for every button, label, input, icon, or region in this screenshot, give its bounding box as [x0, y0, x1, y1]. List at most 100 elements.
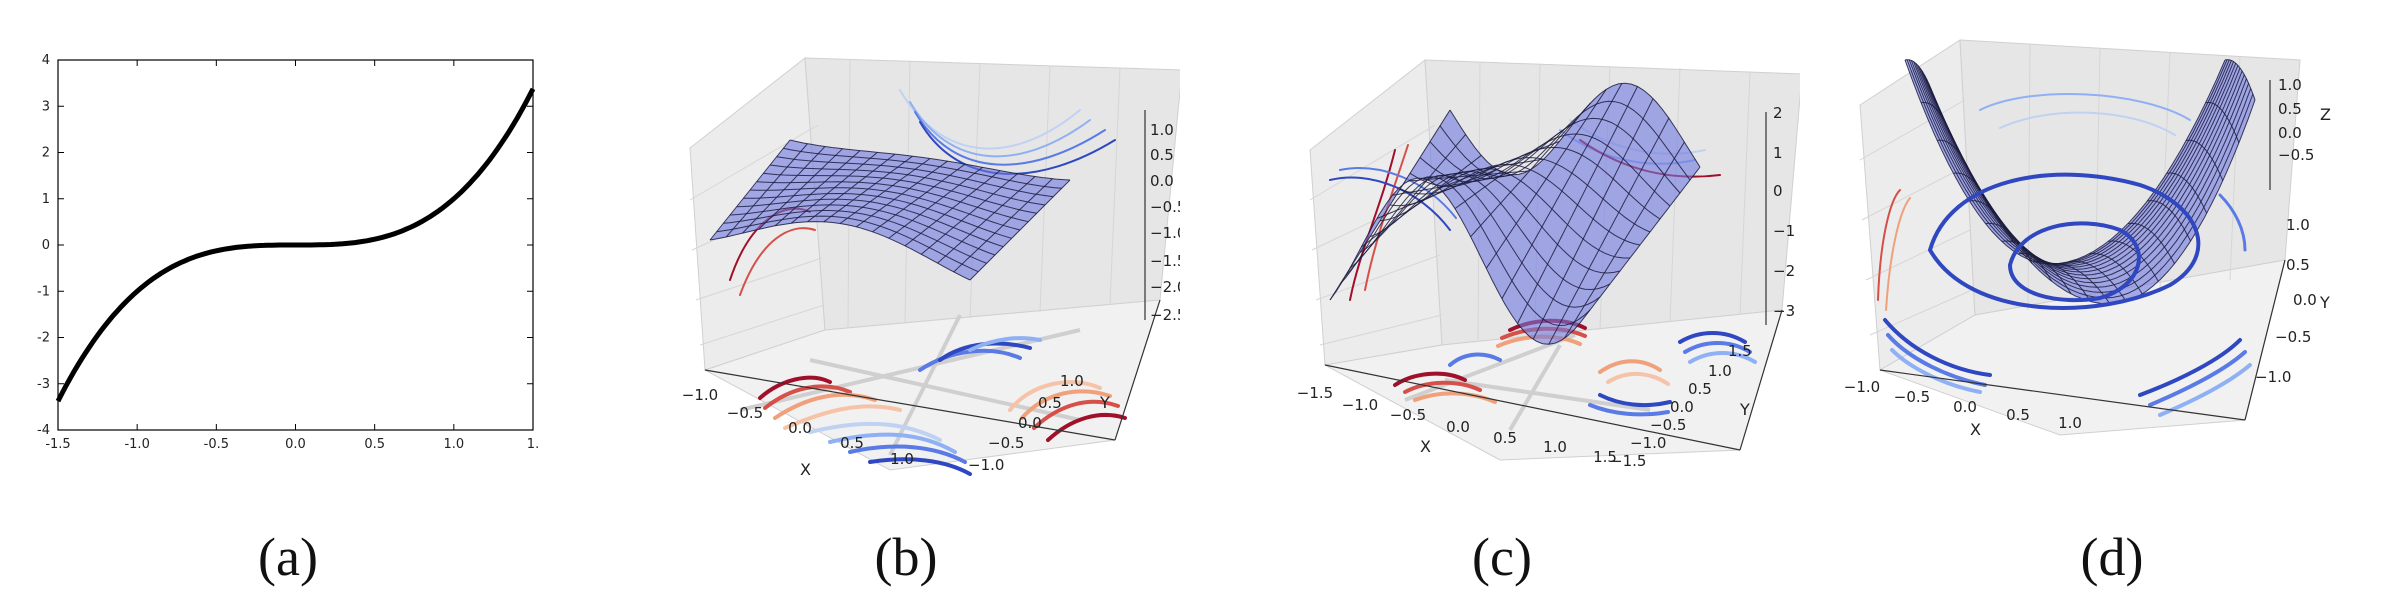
pane-grid-line [1319, 314, 1443, 346]
z-tick-label: 0.5 [1150, 146, 1174, 164]
contour-line-front [1927, 172, 2201, 310]
z-tick-label: 0 [1773, 182, 1783, 200]
panel-d: −1.0 −0.5 0.0 0.5 1.0 1.0 0.5 0.0 −0.5 −1.0 1.0 0.5… [1800, 0, 2406, 608]
surface-mesh-line [1919, 67, 2241, 273]
panel-c: −1.5 −1.0 −0.5 0.0 0.5 1.0 1.5 −1.5 −1.0 −0.5 0.0 0… [1180, 0, 1800, 608]
y-tick-label: 0.5 [2286, 256, 2310, 274]
contour-line [1032, 399, 1120, 430]
surface-mesh-line [729, 204, 996, 256]
x-tick-label: 1.0 [890, 450, 914, 468]
x-tick-label: −1.5 [1297, 384, 1333, 402]
x-tick-label: −1.0 [1342, 396, 1378, 414]
contour-line-front [2007, 221, 2141, 303]
floor-contour-axis [1508, 343, 1562, 432]
z-tick-label: 2 [1773, 104, 1783, 122]
y-tick-label: −1.0 [968, 456, 1004, 474]
surface-patch [1330, 83, 1700, 345]
contour-line [739, 227, 816, 296]
floor-contour-axis [739, 328, 1081, 412]
surface-mesh-line [776, 156, 1054, 198]
axis-line [1324, 364, 1741, 451]
contour-line [763, 384, 852, 410]
y-tick-label: −1.0 [2255, 368, 2291, 386]
z-tick-label: −1.5 [1150, 252, 1180, 270]
contour-line [2138, 338, 2242, 397]
pane-grid-line [1865, 229, 1971, 281]
z-tick-label: −3 [1773, 302, 1795, 320]
y-tick-label: 0.5 [1688, 380, 1712, 398]
contour-line [1883, 318, 1992, 377]
contour-line [758, 375, 832, 400]
y-tick-label: 0.0 [1670, 398, 1694, 416]
contour-line [1329, 176, 1451, 231]
z-tick-label: −1.0 [1150, 224, 1180, 242]
pane-grid-line [1109, 67, 1121, 306]
contour-line [1606, 371, 1670, 386]
contour-line [914, 111, 1106, 166]
y-tick-label: -4 [37, 423, 50, 438]
x-tick-label: 0.0 [1446, 418, 1470, 436]
x-tick-label: -0.5 [204, 437, 229, 452]
x-tick-label: -1.5 [45, 437, 70, 452]
contour-line [1688, 351, 1757, 364]
surface-mesh-line [789, 139, 1071, 181]
z-axis-label: Z [2320, 105, 2331, 124]
surface-mesh-line [769, 164, 1046, 206]
z-tick-label: 1.0 [2278, 76, 2302, 94]
contour-line [1008, 380, 1102, 412]
x-tick-label: 0.0 [1953, 398, 1977, 416]
contour-line [868, 457, 972, 476]
x-tick-label: 0.0 [788, 419, 812, 437]
y-tick-label: −0.5 [1650, 416, 1686, 434]
contour-line [2148, 350, 2247, 407]
y-tick-label: −1.5 [1610, 452, 1646, 470]
pane-grid-line [1315, 254, 1441, 301]
surface-mesh-line [749, 187, 1021, 231]
y-axis-label: Y [1099, 393, 1110, 412]
pane-grid-line [1859, 99, 1966, 161]
z-tick-label: −0.5 [2278, 146, 2314, 164]
surface-mesh-line [1439, 100, 1691, 181]
contour-line [1598, 393, 1672, 408]
contour-line [1403, 380, 1482, 394]
surface-mesh-line [723, 210, 987, 264]
axis-line [1879, 369, 2246, 421]
contour-line [783, 404, 902, 430]
surface-mesh-line [709, 221, 971, 281]
y-tick-label: 0.5 [1038, 394, 1062, 412]
x-tick-label: 0.5 [1493, 429, 1517, 447]
surface-mesh-line [1349, 174, 1601, 308]
surface-mesh-line [716, 215, 979, 273]
y-tick-label: -1 [37, 284, 50, 299]
x-tick-label: 1.5 [1593, 448, 1617, 466]
surface-mesh-line [1419, 133, 1671, 207]
y-tick-label: 1.0 [1060, 372, 1084, 390]
x-tick-label: 1.0 [1543, 438, 1567, 456]
floor-contour-axis [1404, 333, 1576, 402]
surface-mesh-line [736, 198, 1004, 248]
contour-line [1448, 352, 1502, 367]
panel-b: −1.0 −0.5 0.0 0.5 1.0 −1.0 −0.5 0.0 0.5 1.0 1.0 0.5… [560, 0, 1180, 608]
surface-mesh-line [1389, 163, 1641, 246]
z-tick-label: 0.0 [1150, 172, 1174, 190]
y-tick-label: 4 [42, 53, 50, 68]
surface-mesh-line [743, 192, 1012, 239]
y-tick-label: -2 [37, 331, 50, 346]
contour-line [1588, 403, 1670, 417]
contour-line [1979, 93, 2191, 121]
contour-line [1598, 359, 1662, 374]
caption-b: (b) [874, 527, 938, 587]
z-tick-label: 1.0 [1150, 121, 1174, 139]
y-tick-label: 1 [42, 192, 50, 207]
y-tick-label: −0.5 [988, 434, 1024, 452]
pane-grid-line [689, 124, 819, 201]
surface-mesh-line [1930, 88, 2252, 293]
pane-grid-line [1861, 164, 1969, 221]
x-tick-label: 1. [527, 437, 539, 452]
y-tick-label: 0.0 [1018, 414, 1042, 432]
contour-line [1046, 413, 1127, 442]
surface-mesh-line [1369, 170, 1621, 274]
x-tick-label: 0.5 [364, 437, 385, 452]
contour-line [1885, 197, 1911, 311]
contour-line [808, 421, 942, 442]
